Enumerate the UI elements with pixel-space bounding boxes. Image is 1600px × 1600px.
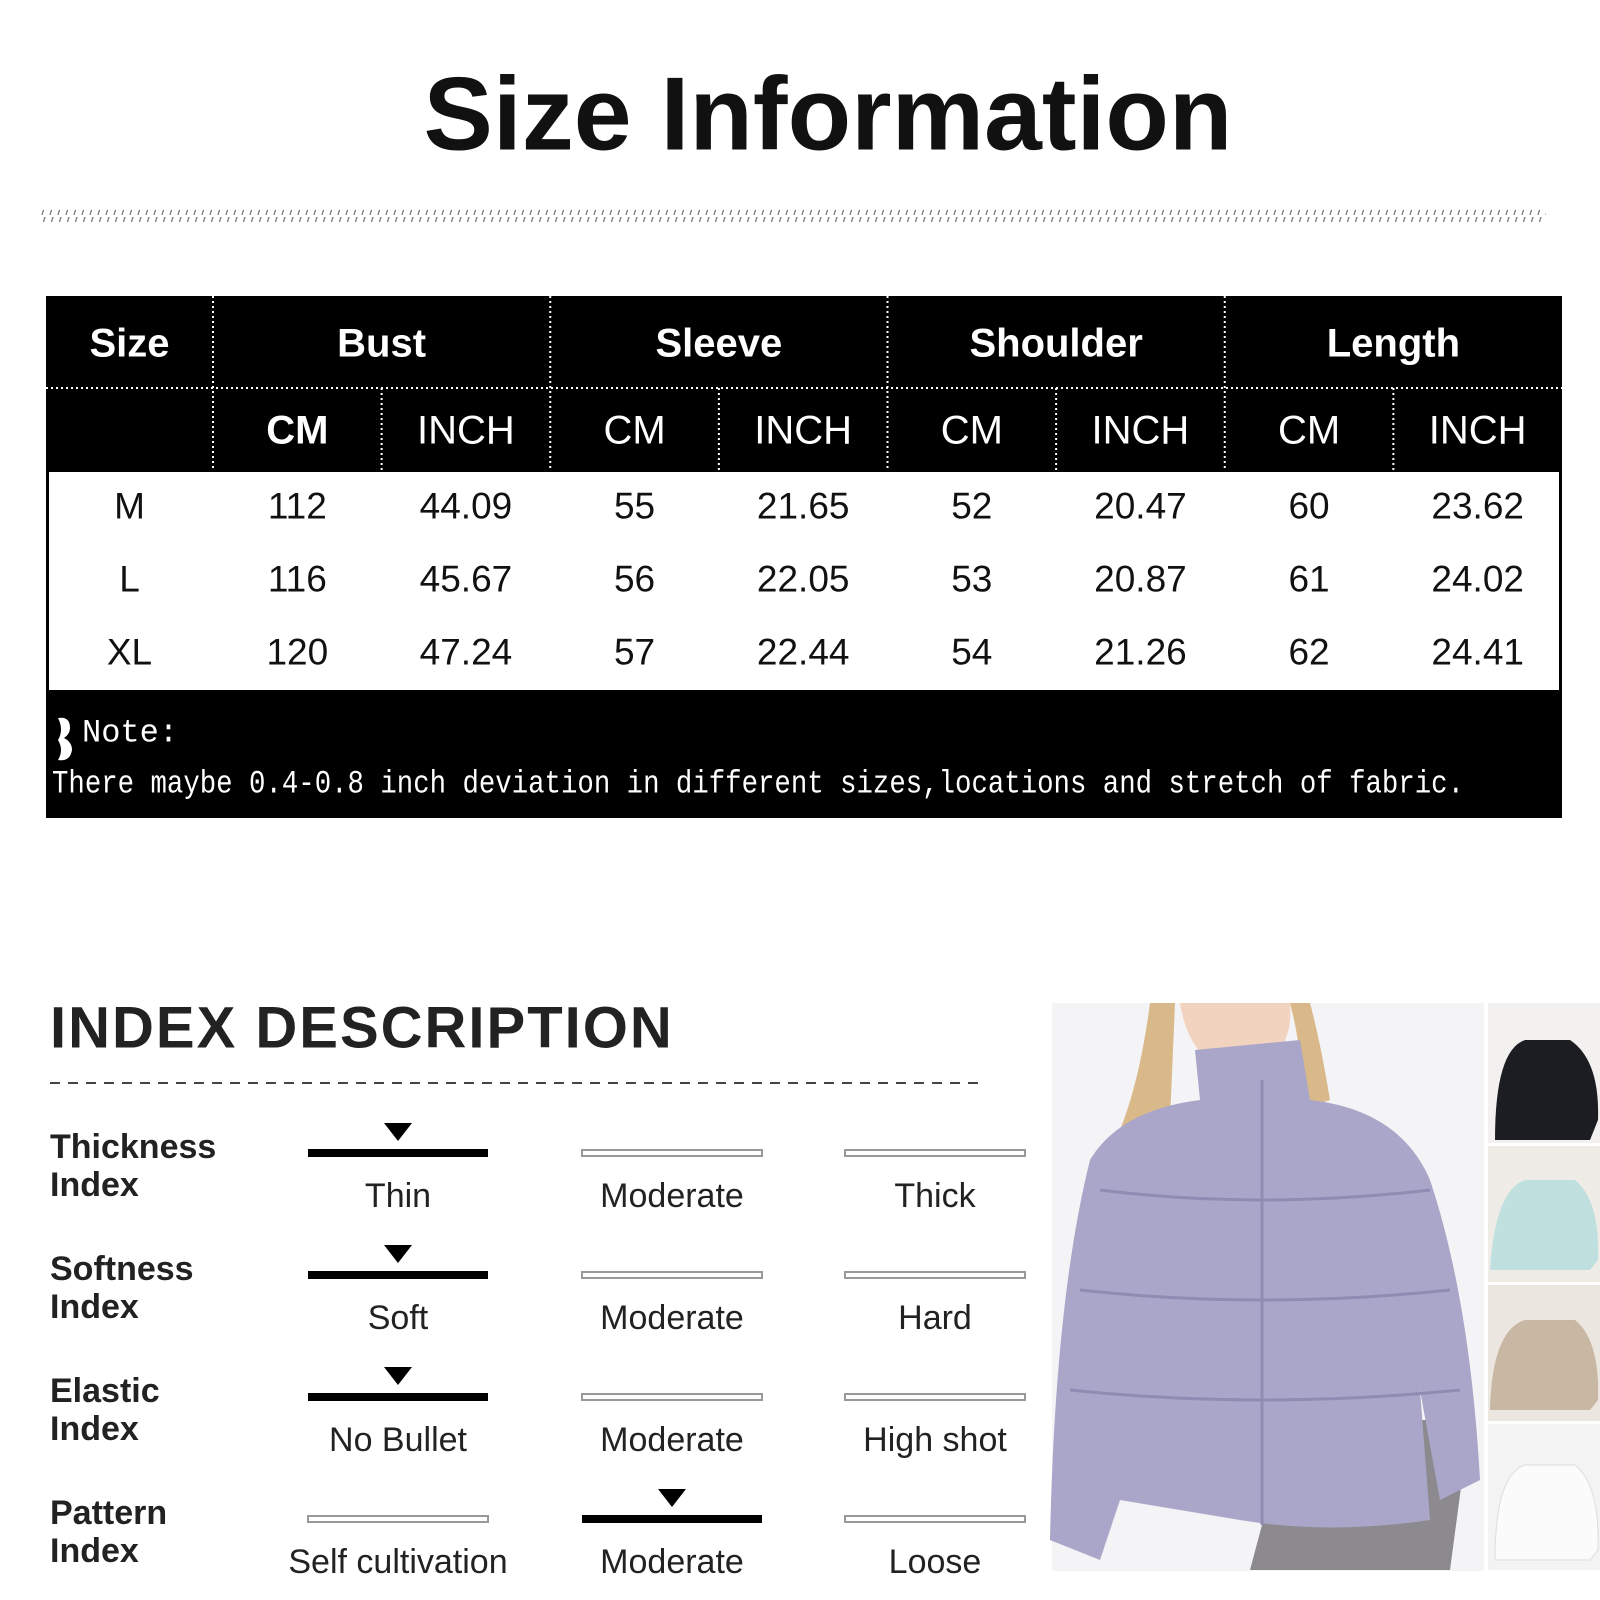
table-cell: 22.05 [757, 558, 850, 599]
index-label: Index [50, 1166, 139, 1204]
header-cell: Bust [337, 322, 426, 366]
thumb-1-jacket [1495, 1040, 1599, 1140]
index-label: Index [50, 1410, 139, 1448]
table-cell: 24.41 [1431, 631, 1524, 672]
table-cell: 55 [614, 485, 655, 526]
unit-cell: CM [266, 409, 328, 453]
table-cell: 22.44 [757, 631, 850, 672]
table-cell: 47.24 [420, 631, 513, 672]
unit-cell: INCH [754, 409, 852, 453]
index-option: Self cultivation [288, 1543, 507, 1581]
table-cell: 21.65 [757, 485, 850, 526]
unit-cell: INCH [417, 409, 515, 453]
table-cell: 54 [951, 631, 992, 672]
index-option: Moderate [600, 1177, 744, 1215]
index-label: Index [50, 1288, 139, 1326]
index-option: Thin [365, 1177, 431, 1215]
scale-bar [581, 1271, 763, 1279]
index-option: No Bullet [329, 1421, 468, 1459]
header-cell: Size [89, 322, 169, 366]
scale-bar [581, 1393, 763, 1401]
index-option: High shot [863, 1421, 1007, 1459]
index-label: Pattern [50, 1494, 167, 1532]
table-cell: 57 [614, 631, 655, 672]
unit-cell: CM [941, 409, 1003, 453]
table-cell: 120 [266, 631, 328, 672]
unit-cell: CM [1278, 409, 1340, 453]
table-cell: 23.62 [1431, 485, 1524, 526]
scale-bar [844, 1271, 1026, 1279]
scale-bar [581, 1149, 763, 1157]
index-option: Soft [368, 1299, 429, 1337]
table-cell: 44.09 [420, 485, 513, 526]
table-cell: 112 [268, 485, 327, 526]
product-photo [1050, 1003, 1600, 1571]
page-title: Size Information [424, 56, 1233, 172]
index-label: Elastic [50, 1372, 160, 1410]
table-cell: 56 [614, 558, 655, 599]
table-cell: 61 [1288, 558, 1329, 599]
scale-bar-selected [308, 1393, 488, 1401]
index-option: Moderate [600, 1421, 744, 1459]
table-cell: 116 [268, 558, 327, 599]
header-cell: Length [1327, 322, 1460, 366]
thumb-2-jacket [1490, 1180, 1599, 1270]
table-body [49, 472, 1559, 690]
header-cell: Sleeve [655, 322, 782, 366]
table-cell: L [119, 558, 140, 599]
scale-bar-selected [582, 1515, 762, 1523]
table-cell: 21.26 [1094, 631, 1187, 672]
unit-cell: INCH [1429, 409, 1527, 453]
scale-bar-selected [308, 1271, 488, 1279]
selection-marker [384, 1123, 412, 1141]
index-label: Thickness [50, 1128, 216, 1166]
thumb-4-jacket [1494, 1464, 1599, 1561]
index-option: Moderate [600, 1543, 744, 1581]
size-table: Size Bust Sleeve Shoulder Length CM INCH CM INCH… [46, 296, 1562, 818]
selection-marker [384, 1367, 412, 1385]
thumb-3-jacket [1490, 1320, 1599, 1410]
index-title: INDEX DESCRIPTION [50, 995, 674, 1060]
index-option: Moderate [600, 1299, 744, 1337]
header-cell: Shoulder [969, 322, 1142, 366]
scale-bar-selected [308, 1149, 488, 1157]
table-cell: 20.47 [1094, 485, 1187, 526]
index-option: Thick [894, 1177, 976, 1215]
table-cell: M [114, 485, 145, 526]
selection-marker [384, 1245, 412, 1263]
jacket-quilting [1069, 1080, 1461, 1525]
index-label: Index [50, 1532, 139, 1570]
note-icon [58, 717, 72, 761]
hatched-divider [38, 210, 1546, 222]
table-cell: 60 [1288, 485, 1329, 526]
table-cell: 62 [1288, 631, 1329, 672]
table-cell: 45.67 [420, 558, 513, 599]
scale-bar [844, 1393, 1026, 1401]
selection-marker [658, 1489, 686, 1507]
index-option: Loose [889, 1543, 982, 1581]
table-cell: 20.87 [1094, 558, 1187, 599]
unit-cell: INCH [1092, 409, 1190, 453]
index-option: Hard [898, 1299, 972, 1337]
index-label: Softness [50, 1250, 194, 1288]
scale-bar [307, 1515, 489, 1523]
table-cell: 24.02 [1431, 558, 1524, 599]
hair [1120, 1003, 1330, 1130]
note-text: There maybe 0.4-0.8 inch deviation in di… [52, 765, 1464, 802]
table-cell: 52 [951, 485, 992, 526]
unit-cell: CM [603, 409, 665, 453]
scale-bar [844, 1515, 1026, 1523]
scale-bar [844, 1149, 1026, 1157]
table-cell: 53 [951, 558, 992, 599]
table-cell: XL [107, 631, 152, 672]
note-label: Note: [82, 714, 178, 751]
